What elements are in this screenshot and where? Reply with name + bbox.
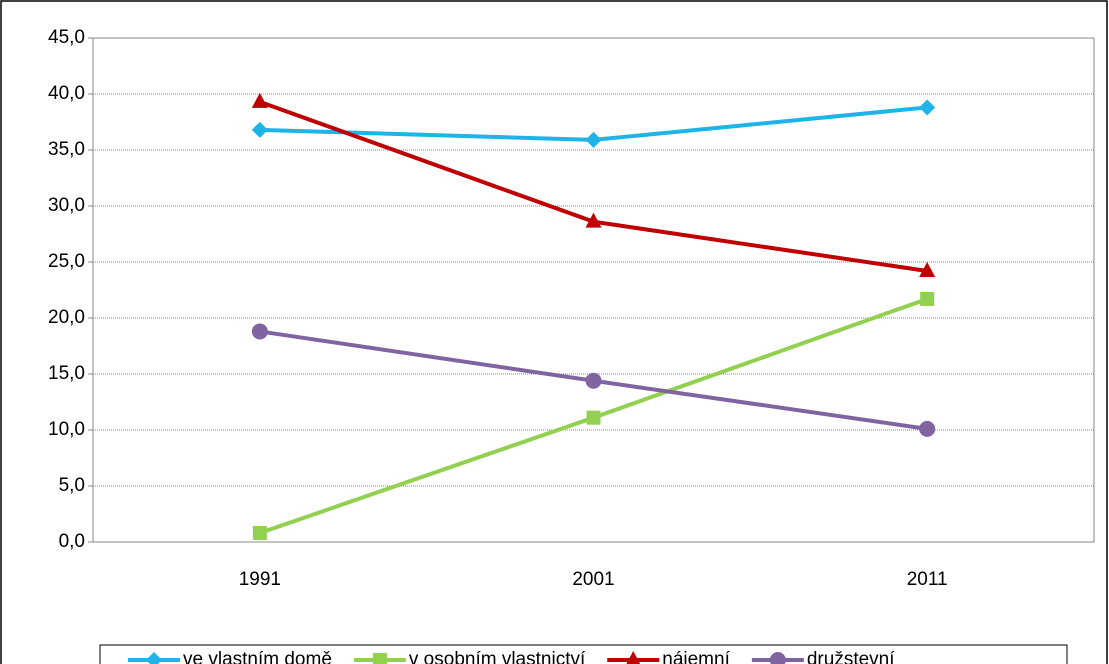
data-point [585,372,602,389]
data-point [919,261,936,277]
x-tick-label: 1991 [239,569,281,590]
y-tick-label: 25,0 [48,251,85,272]
data-point [586,410,601,425]
legend-marker [146,652,162,664]
data-point [919,99,936,116]
y-tick-label: 15,0 [48,363,85,384]
legend-marker [372,653,387,664]
y-tick-label: 20,0 [48,307,85,328]
legend-label: družstevní [807,649,895,664]
data-point [251,121,268,138]
data-point [919,420,936,437]
y-tick-label: 45,0 [48,27,85,48]
y-tick-label: 35,0 [48,139,85,160]
data-point [251,323,268,340]
data-point [585,212,602,228]
legend-marker [769,652,786,664]
y-tick-label: 5,0 [59,475,85,496]
legend-marker [626,651,641,664]
legend-box [99,644,1068,664]
data-point [585,131,602,148]
data-point [252,526,267,541]
y-tick-label: 10,0 [48,419,85,440]
data-point [920,291,935,306]
legend-label: ve vlastním domě [183,649,332,664]
data-point [251,92,268,108]
y-tick-label: 30,0 [48,195,85,216]
x-tick-label: 2011 [907,569,948,590]
y-tick-label: 0,0 [59,531,85,552]
legend-label: nájemní [662,649,730,664]
legend-label: v osobním vlastnictví [409,649,586,664]
y-tick-label: 40,0 [48,83,85,104]
x-tick-label: 2001 [572,569,614,590]
